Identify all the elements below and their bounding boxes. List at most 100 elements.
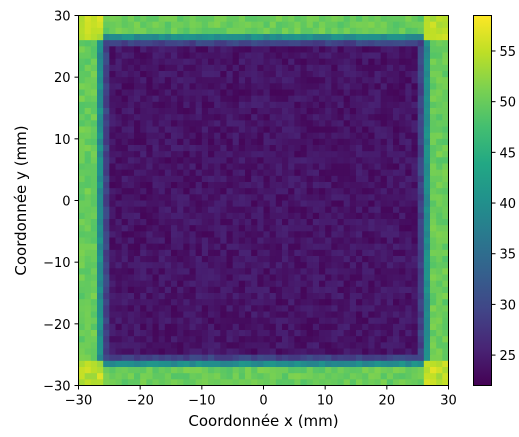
- heatmap-cell: [288, 231, 295, 238]
- heatmap-cell: [171, 280, 178, 288]
- heatmap-cell: [146, 231, 153, 238]
- heatmap-cell: [238, 46, 246, 53]
- heatmap-cell: [442, 71, 449, 78]
- heatmap-cell: [312, 379, 320, 386]
- heatmap-cell: [423, 77, 431, 84]
- heatmap-cell: [374, 182, 382, 189]
- heatmap-cell: [423, 225, 431, 232]
- heatmap-cell: [411, 206, 419, 214]
- heatmap-cell: [97, 311, 104, 319]
- heatmap-cell: [294, 138, 301, 146]
- heatmap-cell: [251, 194, 258, 201]
- heatmap-cell: [171, 77, 178, 84]
- heatmap-cell: [374, 225, 382, 232]
- heatmap-cell: [201, 354, 209, 362]
- heatmap-cell: [171, 323, 178, 331]
- heatmap-cell: [269, 373, 277, 380]
- heatmap-cell: [115, 317, 123, 325]
- heatmap-cell: [226, 163, 234, 171]
- heatmap-cell: [331, 52, 338, 60]
- heatmap-cell: [158, 40, 166, 47]
- heatmap-cell: [109, 200, 116, 208]
- heatmap-cell: [386, 379, 394, 386]
- heatmap-cell: [368, 83, 375, 90]
- heatmap-cell: [134, 120, 141, 127]
- heatmap-cell: [195, 126, 203, 134]
- heatmap-cell: [115, 360, 123, 368]
- heatmap-cell: [393, 342, 400, 349]
- heatmap-cell: [232, 342, 240, 349]
- heatmap-cell: [405, 194, 412, 201]
- heatmap-cell: [294, 360, 301, 368]
- heatmap-cell: [411, 188, 419, 195]
- heatmap-cell: [411, 373, 419, 380]
- heatmap-cell: [436, 64, 443, 72]
- heatmap-cell: [349, 293, 357, 300]
- heatmap-cell: [146, 169, 153, 177]
- heatmap-cell: [97, 101, 104, 109]
- heatmap-cell: [288, 95, 295, 103]
- heatmap-cell: [319, 126, 326, 134]
- heatmap-cell: [97, 21, 104, 29]
- heatmap-cell: [349, 83, 357, 90]
- heatmap-cell: [226, 77, 234, 84]
- heatmap-cell: [275, 280, 283, 288]
- heatmap-cell: [140, 145, 147, 152]
- heatmap-cell: [257, 286, 264, 294]
- heatmap-cell: [220, 323, 227, 331]
- heatmap-cell: [121, 40, 129, 47]
- heatmap-cell: [417, 237, 425, 245]
- heatmap-cell: [331, 311, 338, 319]
- heatmap-cell: [208, 83, 215, 90]
- heatmap-cell: [90, 330, 98, 337]
- heatmap-cell: [84, 212, 92, 220]
- heatmap-cell: [164, 219, 172, 226]
- heatmap-cell: [430, 46, 437, 53]
- heatmap-cell: [436, 373, 443, 380]
- heatmap-cell: [393, 225, 400, 232]
- heatmap-cell: [232, 21, 240, 29]
- heatmap-cell: [430, 354, 437, 362]
- heatmap-cell: [430, 305, 437, 312]
- heatmap-cell: [90, 274, 98, 282]
- heatmap-cell: [158, 21, 166, 29]
- heatmap-cell: [306, 89, 314, 97]
- heatmap-cell: [343, 95, 351, 103]
- heatmap-cell: [275, 194, 283, 201]
- heatmap-cell: [208, 40, 215, 47]
- x-axis-ticks: −30 −20 −10 0 10 20 30: [65, 385, 457, 409]
- heatmap-cell: [337, 89, 345, 97]
- heatmap-cell: [300, 237, 308, 245]
- heatmap-cell: [288, 379, 295, 386]
- heatmap-cell: [152, 323, 160, 331]
- heatmap-cell: [263, 21, 271, 29]
- heatmap-cell: [275, 212, 283, 220]
- heatmap-cell: [115, 77, 123, 84]
- heatmap-cell: [393, 274, 400, 282]
- heatmap-cell: [152, 280, 160, 288]
- heatmap-cell: [220, 120, 227, 127]
- heatmap-cell: [368, 194, 375, 201]
- heatmap-cell: [146, 77, 153, 84]
- heatmap-cell: [214, 95, 221, 103]
- heatmap-cell: [177, 293, 184, 300]
- heatmap-cell: [380, 231, 388, 238]
- heatmap-cell: [356, 15, 363, 23]
- heatmap-cell: [430, 311, 437, 319]
- heatmap-cell: [140, 21, 147, 29]
- heatmap-cell: [356, 348, 363, 356]
- heatmap-cell: [164, 52, 172, 60]
- heatmap-cell: [423, 163, 431, 171]
- heatmap-cell: [411, 200, 419, 208]
- heatmap-cell: [195, 145, 203, 152]
- heatmap-cell: [245, 299, 252, 306]
- heatmap-cell: [405, 243, 412, 251]
- heatmap-cell: [362, 157, 369, 164]
- heatmap-cell: [325, 194, 332, 201]
- heatmap-cell: [374, 249, 382, 257]
- heatmap-cell: [282, 132, 289, 140]
- heatmap-cell: [251, 71, 258, 78]
- heatmap-cell: [97, 280, 104, 288]
- heatmap-cell: [417, 249, 425, 257]
- heatmap-cell: [189, 354, 197, 362]
